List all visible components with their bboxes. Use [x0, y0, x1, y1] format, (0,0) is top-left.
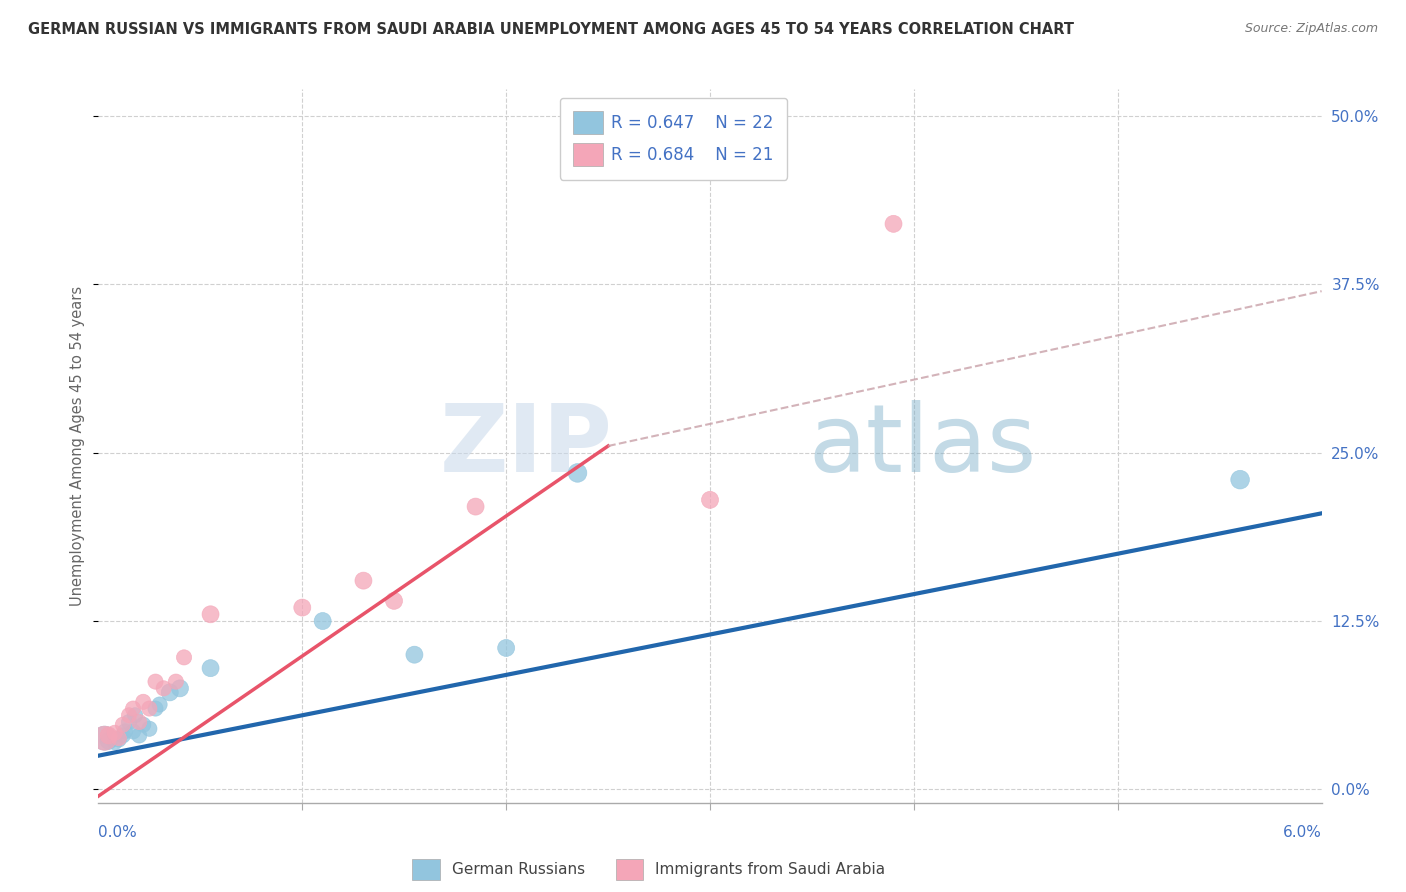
Point [173, 650, 195, 665]
Point [93, 731, 115, 746]
Point [118, 714, 141, 729]
Point [128, 729, 150, 743]
Point [111, 729, 134, 743]
Point [152, 681, 174, 696]
Point [118, 708, 141, 723]
Point [145, 701, 167, 715]
Point [169, 681, 191, 696]
Point [567, 466, 589, 480]
Point [93, 731, 115, 746]
Point [97, 734, 120, 748]
Point [159, 685, 181, 699]
Point [132, 717, 155, 731]
Point [200, 661, 222, 675]
Point [132, 695, 155, 709]
Point [200, 607, 222, 622]
Point [114, 724, 136, 739]
Point [352, 574, 374, 588]
Text: 6.0%: 6.0% [1282, 825, 1322, 840]
Point [108, 731, 131, 746]
Point [108, 732, 131, 747]
Legend: German Russians, Immigrants from Saudi Arabia: German Russians, Immigrants from Saudi A… [405, 851, 893, 888]
Y-axis label: Unemployment Among Ages 45 to 54 years: Unemployment Among Ages 45 to 54 years [70, 286, 86, 606]
Point [699, 492, 721, 507]
Point [124, 708, 146, 723]
Point [382, 594, 405, 608]
Point [145, 674, 167, 689]
Text: ZIP: ZIP [439, 400, 612, 492]
Point [464, 500, 486, 514]
Text: 0.0%: 0.0% [98, 825, 138, 840]
Text: atlas: atlas [808, 400, 1036, 492]
Point [165, 674, 187, 689]
Point [311, 614, 335, 628]
Point [883, 217, 905, 231]
Point [149, 698, 172, 712]
Point [111, 717, 134, 731]
Point [291, 600, 314, 615]
Point [128, 714, 150, 729]
Point [138, 722, 160, 736]
Point [1229, 473, 1251, 487]
Point [404, 648, 426, 662]
Point [122, 701, 145, 715]
Point [104, 726, 127, 740]
Point [138, 701, 160, 715]
Point [104, 735, 127, 749]
Text: GERMAN RUSSIAN VS IMMIGRANTS FROM SAUDI ARABIA UNEMPLOYMENT AMONG AGES 45 TO 54 : GERMAN RUSSIAN VS IMMIGRANTS FROM SAUDI … [28, 22, 1074, 37]
Point [97, 729, 120, 743]
Text: Source: ZipAtlas.com: Source: ZipAtlas.com [1244, 22, 1378, 36]
Point [122, 724, 145, 739]
Point [495, 640, 517, 655]
